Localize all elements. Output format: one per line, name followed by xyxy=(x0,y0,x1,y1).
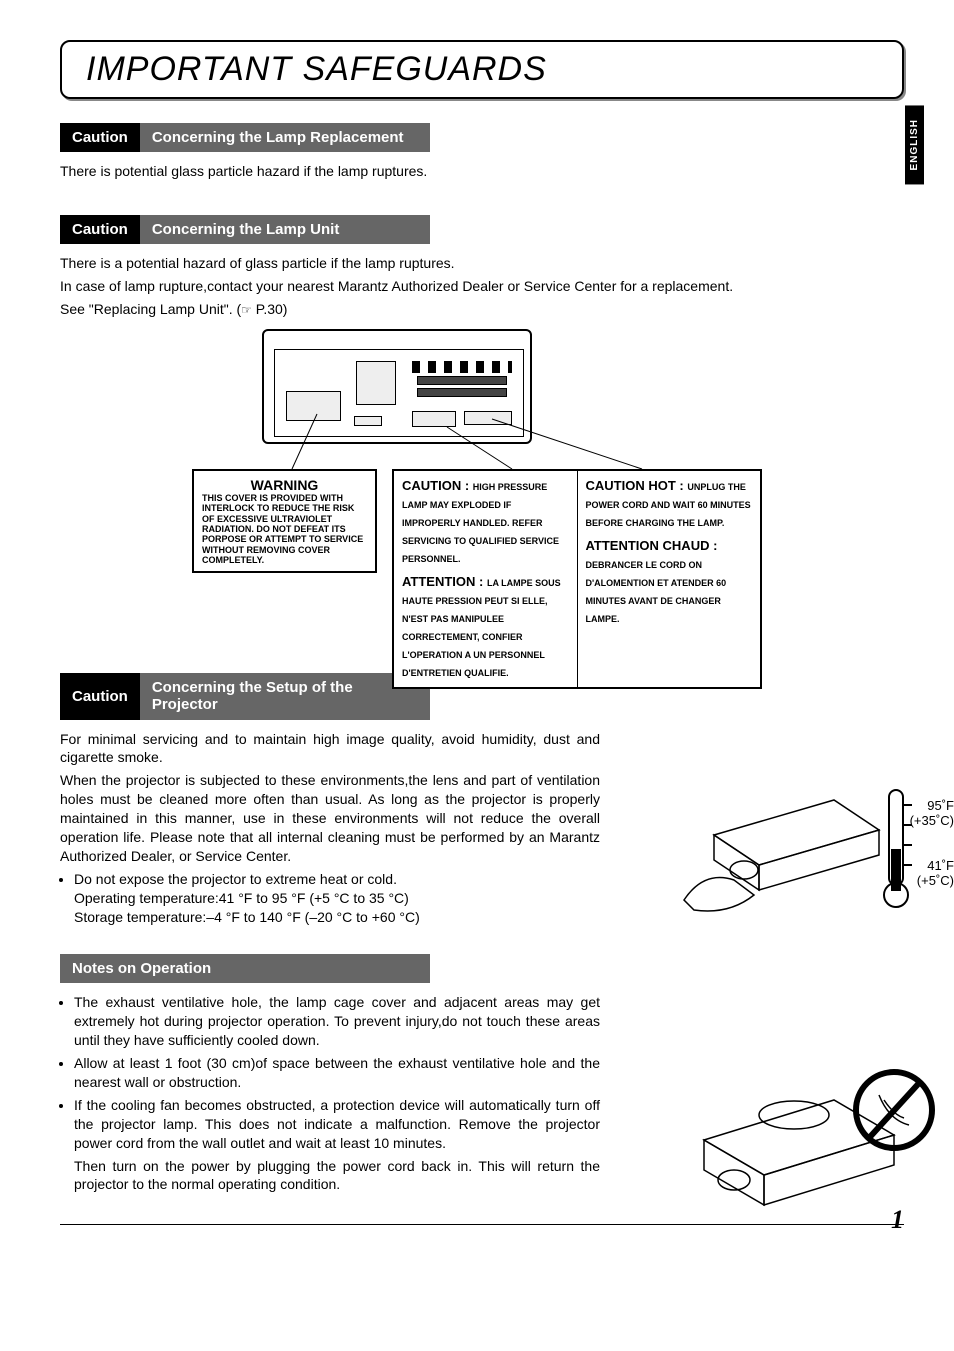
ref-pre: See "Replacing Lamp Unit". ( xyxy=(60,301,241,317)
attention-chaud-text: DEBRANCER LE CORD ON D'ALOMENTION ET ATE… xyxy=(586,560,727,624)
prohibit-illustration xyxy=(664,1060,954,1220)
temp-high-f: 95˚F xyxy=(927,798,954,813)
caution-lead: CAUTION : xyxy=(402,478,473,493)
notes-bullets: The exhaust ventilative hole, the lamp c… xyxy=(74,993,600,1194)
section-title: Concerning the Setup of the Projector xyxy=(140,673,430,720)
attention-text: LA LAMPE SOUS HAUTE PRESSION PEUT SI ELL… xyxy=(402,578,561,678)
warning-callout: WARNING THIS COVER IS PROVIDED WITH INTE… xyxy=(192,469,377,573)
warning-title: WARNING xyxy=(202,477,367,493)
section-header-lamp-unit: Caution Concerning the Lamp Unit xyxy=(60,215,430,244)
warning-text: THIS COVER IS PROVIDED WITH INTERLOCK TO… xyxy=(202,493,367,565)
temp-high-c: (+35˚C) xyxy=(910,813,954,828)
bullet-subline: Operating temperature:41 °F to 95 °F (+5… xyxy=(74,889,600,908)
temperature-illustration: 95˚F (+35˚C) 41˚F (+5˚C) xyxy=(664,780,954,920)
caution-label: Caution xyxy=(60,673,140,720)
caution-col-left: CAUTION : HIGH PRESSURE LAMP MAY EXPLODE… xyxy=(394,471,578,687)
caution-label: Caution xyxy=(60,123,140,152)
setup-body-column: For minimal servicing and to maintain hi… xyxy=(60,730,600,927)
caution-text: HIGH PRESSURE LAMP MAY EXPLODED IF IMPRO… xyxy=(402,482,559,564)
caution-label: Caution xyxy=(60,215,140,244)
caution-hot-lead: CAUTION HOT : xyxy=(586,478,688,493)
bullet-text: If the cooling fan becomes obstructed, a… xyxy=(74,1097,600,1151)
reference-icon: ☞ xyxy=(241,303,252,317)
body-line: There is a potential hazard of glass par… xyxy=(60,254,904,273)
bullet-item: Do not expose the projector to extreme h… xyxy=(74,870,600,927)
section-title: Concerning the Lamp Unit xyxy=(140,215,430,244)
page-title-box: IMPORTANT SAFEGUARDS xyxy=(60,40,904,99)
bullet-item: Allow at least 1 foot (30 cm)of space be… xyxy=(74,1054,600,1092)
language-tab: ENGLISH xyxy=(905,105,924,184)
bullet-continuation: Then turn on the power by plugging the p… xyxy=(74,1157,600,1195)
section-header-lamp-replacement: Caution Concerning the Lamp Replacement xyxy=(60,123,430,152)
body-paragraph: For minimal servicing and to maintain hi… xyxy=(60,730,600,768)
device-outline xyxy=(262,329,532,444)
ref-post: P.30) xyxy=(252,301,288,317)
bullet-text: Do not expose the projector to extreme h… xyxy=(74,871,397,887)
body-paragraph: When the projector is subjected to these… xyxy=(60,771,600,865)
temp-low-c: (+5˚C) xyxy=(917,873,954,888)
attention-chaud-lead: ATTENTION CHAUD : xyxy=(586,538,718,553)
temp-low-f: 41˚F xyxy=(927,858,954,873)
page-number: 1 xyxy=(891,1205,904,1235)
page-title: IMPORTANT SAFEGUARDS xyxy=(86,50,878,89)
bullet-item: The exhaust ventilative hole, the lamp c… xyxy=(74,993,600,1050)
bullet-item: If the cooling fan becomes obstructed, a… xyxy=(74,1096,600,1194)
bullet-subline: Storage temperature:–4 °F to 140 °F (–20… xyxy=(74,908,600,927)
section-title: Concerning the Lamp Replacement xyxy=(140,123,430,152)
footer-separator xyxy=(60,1224,904,1225)
notes-body-column: The exhaust ventilative hole, the lamp c… xyxy=(60,993,600,1194)
caution-col-right: CAUTION HOT : UNPLUG THE POWER CORD AND … xyxy=(578,471,761,687)
lamp-unit-diagram: WARNING THIS COVER IS PROVIDED WITH INTE… xyxy=(212,329,752,649)
body-line: In case of lamp rupture,contact your nea… xyxy=(60,277,904,296)
attention-lead: ATTENTION : xyxy=(402,574,487,589)
body-line: See "Replacing Lamp Unit". (☞ P.30) xyxy=(60,300,904,319)
section-body: There is potential glass particle hazard… xyxy=(60,162,904,181)
caution-callout: CAUTION : HIGH PRESSURE LAMP MAY EXPLODE… xyxy=(392,469,762,689)
temperature-bullets: Do not expose the projector to extreme h… xyxy=(74,870,600,927)
section-header-notes: Notes on Operation xyxy=(60,954,430,983)
section-header-setup: Caution Concerning the Setup of the Proj… xyxy=(60,673,430,720)
